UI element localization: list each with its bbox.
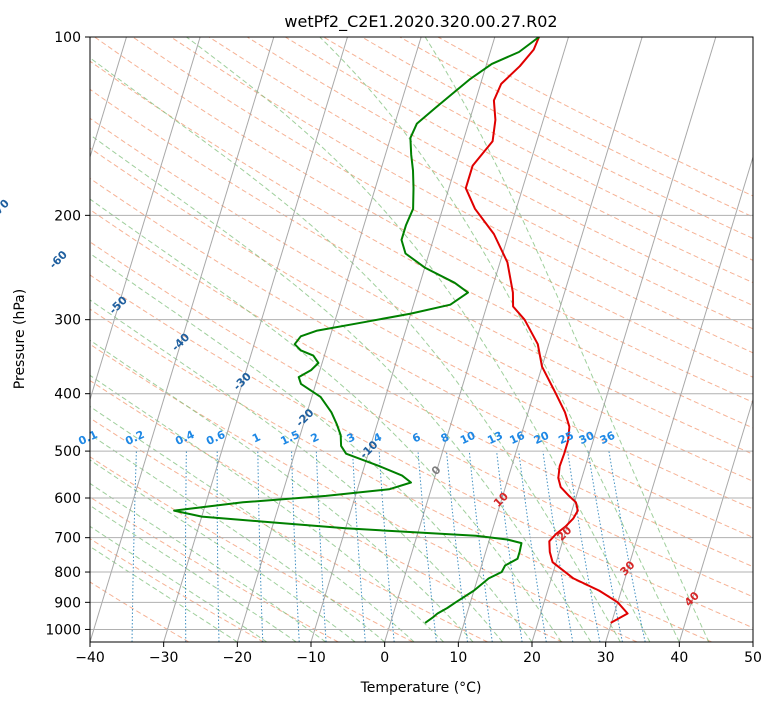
mixing-ratio-lines — [131, 451, 646, 642]
mixing-ratio-line — [417, 451, 437, 642]
isotherm-line — [90, 37, 201, 402]
y-tick-label: 600 — [54, 491, 81, 507]
dry-adiabat — [132, 37, 753, 378]
isotherm-line — [605, 155, 753, 642]
x-tick-label: −20 — [223, 650, 253, 666]
isotherm-line — [163, 37, 348, 642]
isotherm-line — [531, 37, 717, 642]
dry-adiabat — [90, 274, 753, 629]
x-tick-label: −10 — [296, 650, 326, 666]
moist-adiabat — [90, 374, 444, 642]
y-tick-label: 200 — [54, 208, 81, 224]
x-tick-label: 30 — [597, 650, 615, 666]
dry-adiabat — [90, 241, 753, 598]
mixing-ratio-label: 16 — [508, 429, 528, 447]
y-axis-label: Pressure (hPa) — [12, 289, 28, 389]
isotherm-line — [457, 37, 643, 642]
dry-adiabat — [90, 343, 638, 642]
y-tick-label: 1000 — [45, 622, 81, 638]
moist-adiabat — [90, 198, 562, 642]
isotherm-lines — [90, 37, 753, 642]
mixing-ratio-line — [315, 451, 327, 642]
moist-adiabat — [90, 459, 356, 642]
x-tick-label: 50 — [744, 650, 762, 666]
pressure-gridlines — [90, 37, 753, 630]
x-tick-label: 10 — [449, 650, 467, 666]
y-tick-label: 500 — [54, 444, 81, 460]
moist-adiabat — [90, 299, 503, 642]
mixing-ratio-label: 20 — [532, 429, 552, 447]
moist-adiabat — [90, 504, 297, 642]
x-axis-ticks: −40 −30 −20 −10 0 10 20 30 40 50 — [75, 642, 762, 666]
y-tick-label: 300 — [54, 313, 81, 329]
isotherm-line — [384, 37, 569, 642]
mixing-ratio-line — [216, 451, 220, 642]
dry-adiabat — [94, 37, 753, 403]
x-tick-label: 0 — [380, 650, 389, 666]
isotherm-line — [90, 37, 127, 159]
isotherm-line — [310, 37, 496, 642]
dry-adiabat — [90, 177, 753, 538]
plot-frame — [89, 36, 754, 643]
temperature-profile-line — [464, 37, 629, 624]
y-tick-label: 100 — [54, 30, 81, 46]
moist-adiabats — [90, 37, 710, 642]
dry-adiabat — [90, 117, 753, 482]
mixing-ratio-line — [378, 451, 395, 642]
y-axis-ticks: 100 200 300 400 500 600 700 800 900 1000 — [45, 30, 90, 638]
mixing-ratio-label: 25 — [556, 429, 575, 447]
moist-adiabat — [90, 525, 268, 642]
moist-adiabat — [90, 339, 474, 642]
mixing-ratio-line — [291, 451, 300, 642]
mixing-ratio-line — [257, 451, 264, 642]
moist-adiabat — [90, 482, 326, 642]
dry-adiabat — [90, 147, 753, 510]
mixing-ratio-label: 13 — [485, 429, 504, 447]
mixing-ratio-label: 10 — [458, 429, 478, 447]
x-tick-label: 20 — [523, 650, 541, 666]
y-tick-label: 800 — [54, 565, 81, 581]
moist-adiabat — [319, 37, 680, 642]
y-tick-label: 700 — [54, 531, 81, 547]
x-tick-label: −30 — [149, 650, 179, 666]
isotherm-line — [90, 37, 275, 642]
chart-title: wetPf2_C2E1.2020.320.00.27.R02 — [284, 12, 557, 32]
y-tick-label: 900 — [54, 595, 81, 611]
mixing-ratio-label: 36 — [598, 429, 618, 447]
moist-adiabat — [90, 134, 592, 642]
isotherm-line — [678, 397, 753, 642]
dry-adiabat — [90, 538, 264, 642]
y-tick-label: 400 — [54, 387, 81, 403]
dry-adiabat — [246, 37, 753, 307]
dry-adiabat — [208, 37, 753, 330]
dry-adiabat — [170, 37, 753, 354]
x-tick-label: −40 — [75, 650, 105, 666]
sounding-series — [173, 37, 629, 624]
x-axis-label: Temperature (°C) — [360, 680, 482, 696]
moist-adiabat — [186, 37, 651, 642]
dry-adiabats — [90, 37, 753, 642]
dewpoint-profile-line — [173, 37, 540, 624]
mixing-ratio-line — [185, 451, 187, 642]
dry-adiabat — [90, 581, 190, 642]
moist-adiabat — [90, 57, 621, 642]
moist-adiabat — [90, 433, 386, 642]
mixing-ratio-label: 30 — [577, 429, 597, 447]
mixing-ratio-line — [352, 451, 366, 642]
moist-adiabat — [424, 37, 710, 642]
isotherm-line — [236, 37, 422, 642]
x-tick-label: 40 — [670, 650, 688, 666]
dry-adiabat — [90, 379, 563, 642]
